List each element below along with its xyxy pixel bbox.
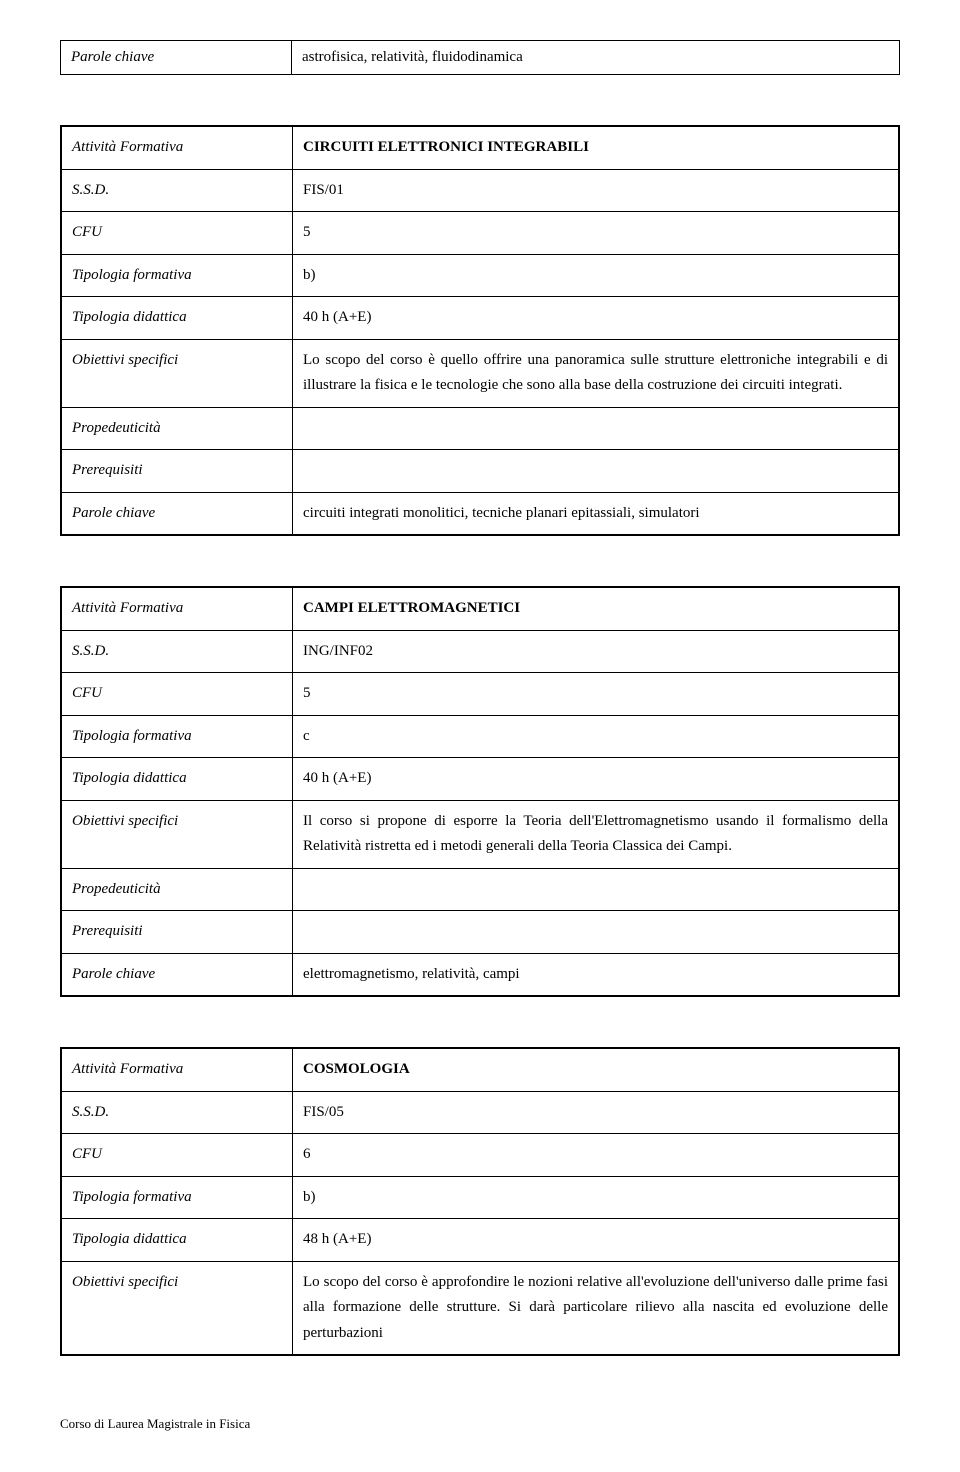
row-propedeuticita-value	[293, 407, 900, 450]
row-prerequisiti-value	[293, 450, 900, 493]
row-attivita-label: Attività Formativa	[61, 1048, 293, 1091]
top-keywords-value: astrofisica, relatività, fluidodinamica	[292, 41, 899, 74]
row-obiettivi-label: Obiettivi specifici	[61, 339, 293, 407]
row-obiettivi-value: Lo scopo del corso è approfondire le noz…	[293, 1261, 900, 1355]
row-obiettivi-value: Il corso si propone di esporre la Teoria…	[293, 800, 900, 868]
row-tipform-value: b)	[293, 254, 900, 297]
row-ssd-label: S.S.D.	[61, 630, 293, 673]
row-attivita-label: Attività Formativa	[61, 126, 293, 169]
row-obiettivi-value: Lo scopo del corso è quello offrire una …	[293, 339, 900, 407]
row-prerequisiti-label: Prerequisiti	[61, 911, 293, 954]
row-parolechiave-label: Parole chiave	[61, 953, 293, 996]
row-parolechiave-label: Parole chiave	[61, 492, 293, 535]
row-attivita-value: COSMOLOGIA	[293, 1048, 900, 1091]
page-footer: Corso di Laurea Magistrale in Fisica	[60, 1416, 900, 1432]
row-tipform-value: c	[293, 715, 900, 758]
top-keywords-row: Parole chiave astrofisica, relatività, f…	[60, 40, 900, 75]
row-tipdid-label: Tipologia didattica	[61, 297, 293, 340]
row-attivita-label: Attività Formativa	[61, 587, 293, 630]
row-ssd-value: FIS/01	[293, 169, 900, 212]
row-propedeuticita-label: Propedeuticità	[61, 868, 293, 911]
row-tipdid-value: 48 h (A+E)	[293, 1219, 900, 1262]
row-ssd-label: S.S.D.	[61, 1091, 293, 1134]
row-tipform-value: b)	[293, 1176, 900, 1219]
row-tipdid-value: 40 h (A+E)	[293, 297, 900, 340]
row-obiettivi-label: Obiettivi specifici	[61, 800, 293, 868]
row-ssd-label: S.S.D.	[61, 169, 293, 212]
row-attivita-value: CIRCUITI ELETTRONICI INTEGRABILI	[293, 126, 900, 169]
row-parolechiave-value: elettromagnetismo, relatività, campi	[293, 953, 900, 996]
row-propedeuticita-value	[293, 868, 900, 911]
row-propedeuticita-label: Propedeuticità	[61, 407, 293, 450]
row-prerequisiti-label: Prerequisiti	[61, 450, 293, 493]
top-keywords-label: Parole chiave	[61, 41, 292, 74]
row-attivita-value: CAMPI ELETTROMAGNETICI	[293, 587, 900, 630]
course-table-campi: Attività Formativa CAMPI ELETTROMAGNETIC…	[60, 586, 900, 997]
row-cfu-label: CFU	[61, 1134, 293, 1177]
row-cfu-label: CFU	[61, 673, 293, 716]
row-ssd-value: ING/INF02	[293, 630, 900, 673]
row-tipdid-value: 40 h (A+E)	[293, 758, 900, 801]
row-cfu-value: 5	[293, 212, 900, 255]
row-tipform-label: Tipologia formativa	[61, 715, 293, 758]
row-tipdid-label: Tipologia didattica	[61, 758, 293, 801]
course-table-cosmologia: Attività Formativa COSMOLOGIA S.S.D. FIS…	[60, 1047, 900, 1356]
row-obiettivi-label: Obiettivi specifici	[61, 1261, 293, 1355]
row-tipform-label: Tipologia formativa	[61, 1176, 293, 1219]
row-parolechiave-value: circuiti integrati monolitici, tecniche …	[293, 492, 900, 535]
row-tipdid-label: Tipologia didattica	[61, 1219, 293, 1262]
course-table-circuiti: Attività Formativa CIRCUITI ELETTRONICI …	[60, 125, 900, 536]
row-cfu-label: CFU	[61, 212, 293, 255]
row-cfu-value: 5	[293, 673, 900, 716]
row-cfu-value: 6	[293, 1134, 900, 1177]
row-ssd-value: FIS/05	[293, 1091, 900, 1134]
row-tipform-label: Tipologia formativa	[61, 254, 293, 297]
row-prerequisiti-value	[293, 911, 900, 954]
